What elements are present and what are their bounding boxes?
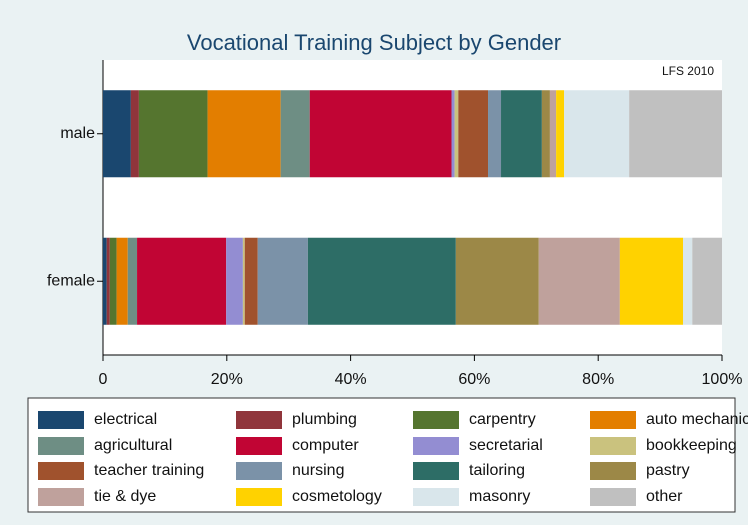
- x-tick-label: 100%: [702, 371, 743, 388]
- legend-label: carpentry: [469, 411, 536, 428]
- x-tick-label: 40%: [335, 371, 367, 388]
- legend-swatch: [236, 488, 282, 506]
- bar-segment: [455, 237, 539, 325]
- legend-label: bookkeeping: [646, 437, 737, 454]
- legend-swatch: [590, 437, 636, 455]
- bar-segment: [549, 90, 557, 178]
- bar-segment: [564, 90, 630, 178]
- legend-label: agricultural: [94, 437, 172, 454]
- legend-swatch: [236, 437, 282, 455]
- bar-segment: [109, 237, 117, 325]
- bar-segment: [488, 90, 502, 178]
- bar-segment: [309, 90, 452, 178]
- legend-label: teacher training: [94, 462, 204, 479]
- legend-label: secretarial: [469, 437, 543, 454]
- legend-swatch: [590, 462, 636, 480]
- legend-label: tie & dye: [94, 488, 156, 505]
- bar-segment: [538, 237, 620, 325]
- legend-label: pastry: [646, 462, 690, 479]
- legend-swatch: [590, 488, 636, 506]
- bar-segment: [458, 90, 489, 178]
- bar-segment: [541, 90, 550, 178]
- legend-swatch: [413, 411, 459, 429]
- legend-label: other: [646, 488, 683, 505]
- bar-segment: [451, 90, 455, 178]
- chart-title: Vocational Training Subject by Gender: [187, 30, 561, 55]
- legend-swatch: [236, 462, 282, 480]
- legend-swatch: [38, 437, 84, 455]
- legend-label: plumbing: [292, 411, 357, 428]
- bar-segment: [242, 237, 245, 325]
- bar-segment: [501, 90, 542, 178]
- x-tick-label: 20%: [211, 371, 243, 388]
- legend-label: electrical: [94, 411, 157, 428]
- legend-label: computer: [292, 437, 359, 454]
- legend-swatch: [38, 411, 84, 429]
- bar-segment: [257, 237, 308, 325]
- legend-swatch: [413, 488, 459, 506]
- legend-swatch: [590, 411, 636, 429]
- bar-segment: [103, 90, 131, 178]
- bar-segment: [692, 237, 722, 325]
- legend-label: nursing: [292, 462, 344, 479]
- bar-segment: [226, 237, 243, 325]
- y-tick-label: female: [47, 272, 95, 289]
- x-tick-label: 60%: [458, 371, 490, 388]
- bar-segment: [556, 90, 565, 178]
- bar-segment: [106, 237, 110, 325]
- bar-segment: [138, 90, 208, 178]
- legend-label: masonry: [469, 488, 530, 505]
- bar-segment: [454, 90, 459, 178]
- bar-segment: [280, 90, 310, 178]
- annotation: LFS 2010: [662, 64, 714, 78]
- legend-label: auto mechanic: [646, 411, 748, 428]
- bar-segment: [103, 237, 107, 325]
- bar-segment: [207, 90, 281, 178]
- bar-segment: [619, 237, 684, 325]
- legend-swatch: [413, 462, 459, 480]
- legend-label: cosmetology: [292, 488, 382, 505]
- bar-segment: [127, 237, 138, 325]
- y-tick-label: male: [60, 125, 95, 142]
- bar-segment: [307, 237, 456, 325]
- x-tick-label: 80%: [582, 371, 614, 388]
- legend-swatch: [413, 437, 459, 455]
- bar-segment: [244, 237, 258, 325]
- legend-swatch: [38, 488, 84, 506]
- legend-swatch: [38, 462, 84, 480]
- bar-segment: [130, 90, 139, 178]
- bar-segment: [116, 237, 128, 325]
- bar-segment: [683, 237, 693, 325]
- x-tick-label: 0: [99, 371, 108, 388]
- bar-segment: [137, 237, 227, 325]
- bar-segment: [629, 90, 722, 178]
- legend-swatch: [236, 411, 282, 429]
- legend-label: tailoring: [469, 462, 525, 479]
